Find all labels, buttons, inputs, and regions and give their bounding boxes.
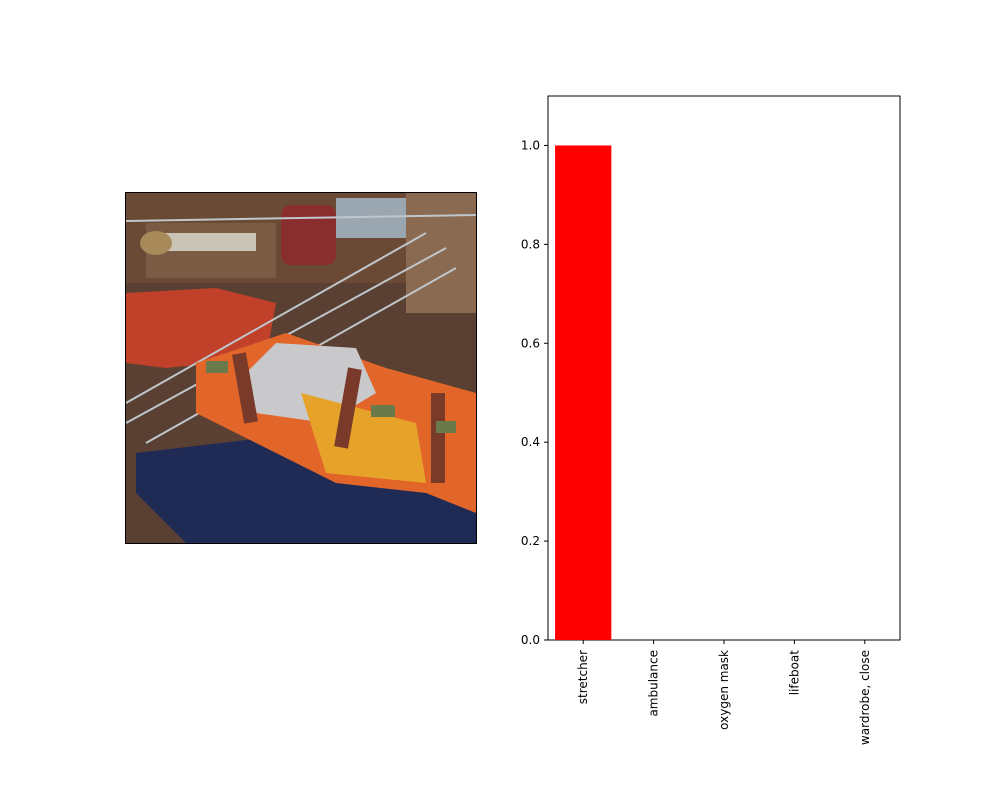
x-axis: stretcher ambulance oxygen mask lifeboat war… xyxy=(576,640,872,745)
y-axis: 0.0 0.2 0.4 0.6 0.8 1.0 xyxy=(521,138,548,647)
photo-yellow-panel xyxy=(301,393,426,483)
y-tick-label: 0.6 xyxy=(521,336,540,350)
photo-orange-bag xyxy=(126,288,276,368)
stretcher-photo xyxy=(126,193,476,543)
y-tick-label: 0.2 xyxy=(521,534,540,548)
y-tick-label: 0.4 xyxy=(521,435,540,449)
bars-layer xyxy=(555,145,612,641)
x-tick-label: ambulance xyxy=(647,650,661,717)
photo-chair xyxy=(281,205,336,265)
x-tick-label: stretcher xyxy=(576,650,590,704)
photo-cabinet xyxy=(406,193,476,313)
y-tick-label: 1.0 xyxy=(521,138,540,152)
bar-stretcher xyxy=(555,145,612,641)
y-tick-label: 0.0 xyxy=(521,633,540,647)
x-tick-label: oxygen mask xyxy=(717,650,731,730)
x-tick-label: wardrobe, close xyxy=(858,650,872,745)
photo-panel xyxy=(125,192,477,544)
x-tick-label: lifeboat xyxy=(787,650,801,696)
photo-papers xyxy=(156,233,256,251)
photo-straps xyxy=(232,352,445,483)
y-tick-label: 0.8 xyxy=(521,237,540,251)
photo-tape-roll xyxy=(140,231,172,255)
photo-buckles xyxy=(206,361,456,433)
